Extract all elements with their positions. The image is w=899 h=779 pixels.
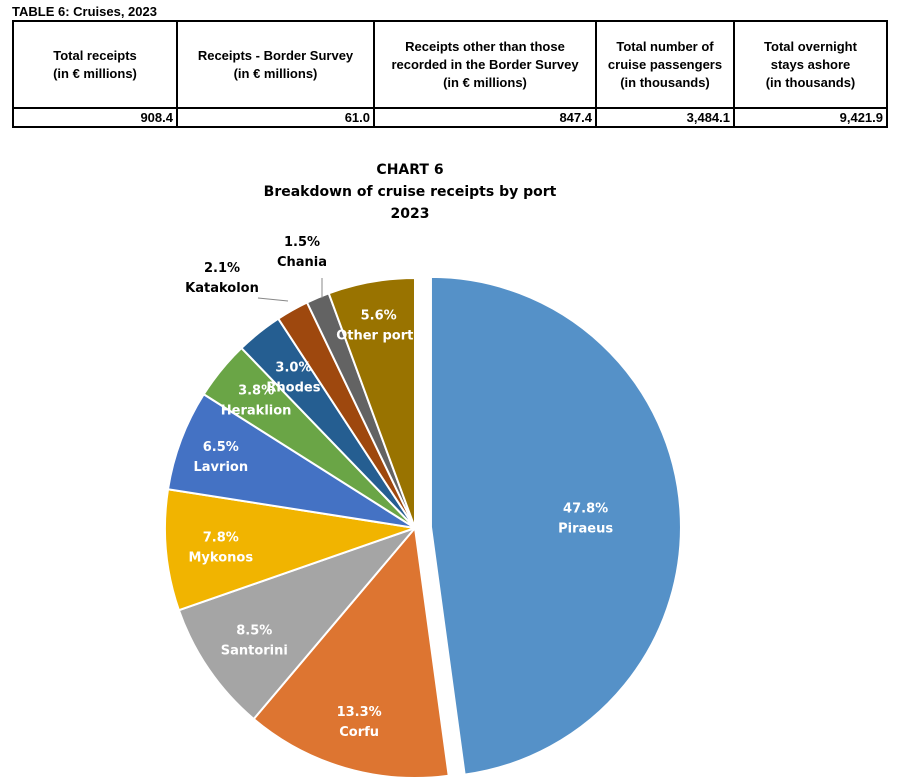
slice-pct-label: 47.8%: [563, 501, 608, 516]
header-cruise-passengers: Total number of cruise passengers (in th…: [595, 20, 735, 109]
chart-year: 2023: [391, 206, 430, 222]
slice-category-label: Corfu: [339, 725, 379, 740]
cruises-table: Total receipts (in € millions) Receipts …: [12, 20, 888, 128]
slice-category-label: Heraklion: [221, 403, 292, 418]
header-total-receipts: Total receipts (in € millions): [12, 20, 178, 109]
leader-line-katakolon: [257, 297, 289, 302]
slice-category-label: Piraeus: [558, 521, 613, 536]
table-title: TABLE 6: Cruises, 2023: [12, 4, 157, 19]
chart-title: CHART 6: [376, 162, 443, 178]
slice-pct-label: 13.3%: [337, 705, 382, 720]
slice-category-label: Other ports: [336, 329, 421, 344]
cell-overnight-stays: 9,421.9: [733, 107, 888, 128]
pie-slice-corfu: [252, 525, 450, 779]
slice-pct-label: 1.5%: [284, 235, 320, 250]
table-header-row: Total receipts (in € millions) Receipts …: [12, 20, 888, 109]
cell-cruise-passengers: 3,484.1: [595, 107, 735, 128]
cell-receipts-other: 847.4: [373, 107, 597, 128]
pie-labels: 47.8% Piraeus 13.3% Corfu 8.5% Santorini 7.8% M…: [185, 235, 613, 740]
slice-pct-label: 6.5%: [203, 440, 239, 455]
pie-slices: [164, 275, 682, 779]
slice-category-label: Chania: [277, 255, 327, 270]
slice-category-label: Katakolon: [185, 281, 259, 296]
cell-receipts-border-survey: 61.0: [176, 107, 375, 128]
header-receipts-other: Receipts other than those recorded in th…: [373, 20, 597, 109]
slice-pct-label: 3.0%: [275, 361, 311, 376]
header-receipts-border-survey: Receipts - Border Survey (in € millions): [176, 20, 375, 109]
slice-pct-label: 7.8%: [203, 530, 239, 545]
slice-category-label: Mykonos: [189, 550, 254, 565]
slice-category-label: Santorini: [221, 643, 288, 658]
slice-pct-label: 3.8%: [238, 383, 274, 398]
slice-pct-label: 8.5%: [236, 623, 272, 638]
pie-slice-santorini: [177, 525, 419, 721]
pie-slice-other-ports: [327, 276, 416, 529]
cell-total-receipts: 908.4: [12, 107, 178, 128]
header-overnight-stays: Total overnight stays ashore (in thousan…: [733, 20, 888, 109]
slice-category-label: Rhodes: [266, 381, 320, 396]
pie-slice-piraeus: [429, 275, 682, 776]
slice-pct-label: 2.1%: [204, 261, 240, 276]
slice-category-label: Lavrion: [194, 460, 249, 475]
chart-subtitle: Breakdown of cruise receipts by port: [264, 184, 557, 200]
pie-slice-mykonos: [164, 488, 416, 612]
table-row: 908.4 61.0 847.4 3,484.1 9,421.9: [12, 107, 888, 128]
slice-pct-label: 5.6%: [361, 309, 397, 324]
